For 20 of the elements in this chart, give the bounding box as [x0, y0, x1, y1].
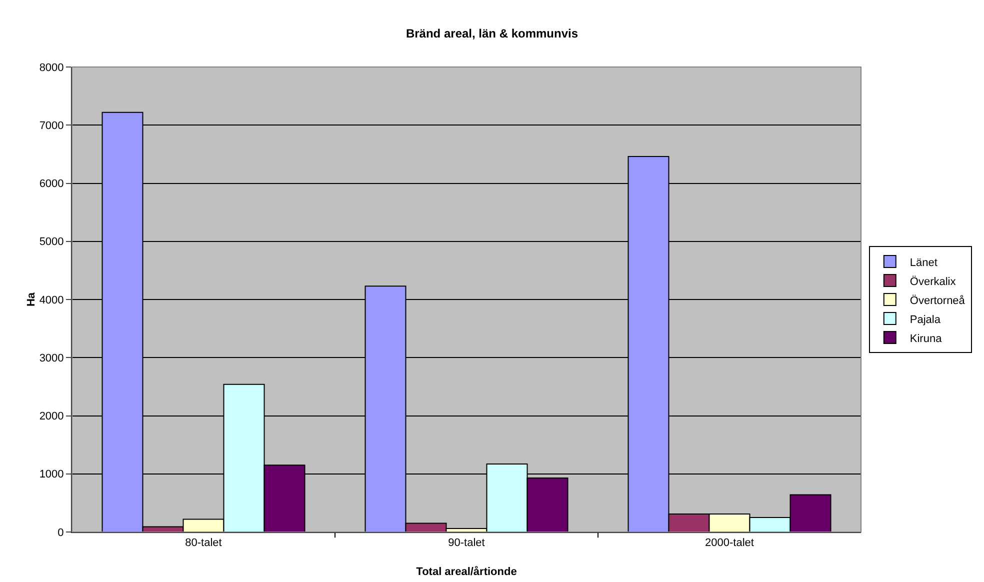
- legend-label: Kiruna: [910, 332, 943, 345]
- x-tick-label: 90-talet: [448, 537, 485, 550]
- chart-title: Bränd areal, län & kommunvis: [406, 26, 578, 40]
- y-tick-label: 6000: [39, 178, 64, 190]
- y-tick-label: 0: [58, 526, 64, 539]
- y-tick-label: 4000: [39, 294, 64, 306]
- x-tick-label: 2000-talet: [705, 537, 754, 550]
- legend-label: Länet: [910, 256, 938, 269]
- y-tick-label: 5000: [39, 236, 64, 248]
- y-tick-label: 7000: [39, 120, 64, 132]
- y-tick-label: 8000: [39, 62, 64, 74]
- y-tick-label: 3000: [39, 352, 64, 364]
- y-axis-title: Ha: [25, 292, 38, 307]
- legend-label: Pajala: [910, 314, 942, 326]
- y-tick-label: 2000: [39, 410, 64, 423]
- legend-label: Övertorneå: [910, 294, 966, 307]
- x-tick-label: 80-talet: [185, 537, 222, 550]
- legend-label: Överkalix: [910, 274, 956, 288]
- x-axis-title: Total areal/årtionde: [416, 565, 517, 578]
- y-tick-label: 1000: [39, 468, 64, 481]
